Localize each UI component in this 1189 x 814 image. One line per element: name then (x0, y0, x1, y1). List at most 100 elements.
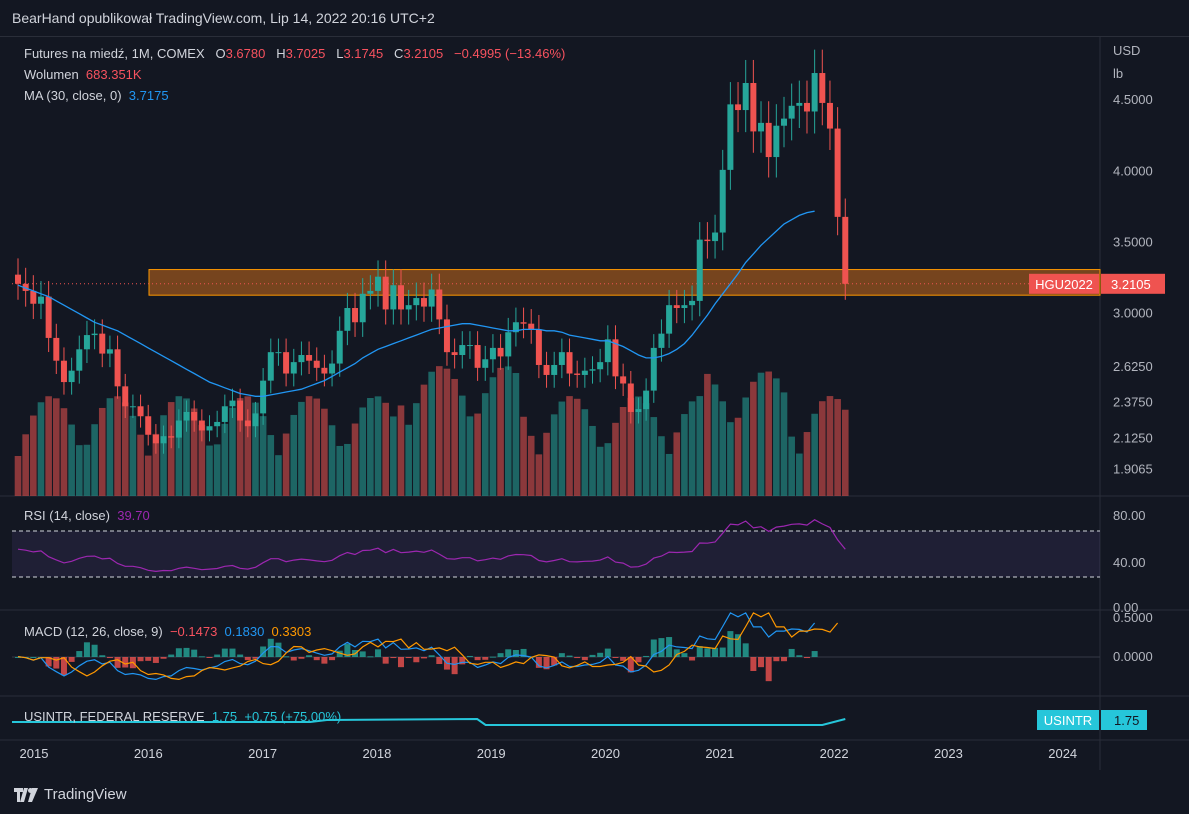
price-badge-bg (1101, 273, 1165, 294)
volume-bar (121, 402, 129, 496)
volume-bar (727, 422, 734, 496)
macd-histogram-bar (811, 651, 818, 657)
top-bar: BearHand opublikował TradingView.com, Li… (0, 0, 1189, 37)
macd-histogram-bar (512, 650, 519, 657)
macd-histogram-bar (712, 647, 719, 657)
volume-bar (704, 373, 711, 496)
time-tick-label: 2022 (820, 746, 849, 761)
volume-bar (167, 402, 175, 496)
volume-bar (596, 446, 604, 496)
volume-bar (558, 401, 566, 496)
volume-bar (390, 416, 397, 496)
volume-bar (819, 401, 826, 496)
macd-histogram-bar (420, 657, 427, 659)
macd-histogram-bar (145, 657, 152, 661)
macd-histogram-bar (489, 656, 496, 658)
tradingview-logo[interactable]: TradingView (14, 786, 127, 803)
ma-legend: MA (30, close, 0) 3.7175 (24, 88, 169, 103)
macd-pane (12, 612, 1100, 682)
ticker-badge-bg (1029, 273, 1099, 294)
macd-histogram-bar (689, 657, 696, 661)
macd-histogram-bar (30, 657, 37, 658)
candle-body (535, 329, 542, 365)
volume-bar (451, 378, 458, 496)
volume-bar (160, 415, 167, 496)
candle-body (681, 305, 688, 309)
candle-body (811, 73, 818, 112)
candle-body (344, 308, 351, 331)
volume-bar (512, 373, 520, 496)
candle-body (267, 352, 274, 381)
volume-bar (543, 432, 550, 496)
candle-body (30, 290, 37, 304)
volume-bar (573, 398, 581, 496)
candle-body (168, 436, 175, 438)
macd-histogram-bar (390, 657, 397, 659)
macd-histogram-bar (99, 655, 106, 657)
ma-line (17, 210, 815, 397)
volume-bar (190, 408, 198, 496)
macd-histogram-bar (168, 654, 175, 657)
volume-bar (757, 372, 765, 496)
candle-body (336, 330, 343, 364)
candle-body (482, 359, 489, 368)
macd-histogram-bar (765, 657, 772, 682)
macd-histogram-bar (359, 651, 366, 657)
macd-histogram-bar (214, 654, 221, 657)
volume-bar (742, 397, 749, 496)
candle-body (329, 363, 336, 374)
volume-bar (436, 366, 443, 496)
candle-body (589, 369, 596, 371)
volume-bar (696, 396, 704, 496)
volume-bar (206, 445, 213, 496)
volume-bar (635, 396, 642, 496)
macd-histogram-bar (758, 657, 765, 668)
volume-bar (382, 402, 389, 496)
macd-histogram-bar (727, 631, 734, 657)
volume-bar (68, 424, 75, 496)
time-tick-label: 2018 (362, 746, 391, 761)
macd-signal-line (17, 612, 839, 681)
candle-body (37, 296, 44, 304)
volume-bar (351, 423, 359, 496)
price-tick-label: 2.1250 (1113, 430, 1153, 445)
macd-legend: MACD (12, 26, close, 9) −0.1473 0.1830 0… (24, 624, 312, 639)
candle-body (260, 380, 267, 414)
candle-body (306, 355, 313, 361)
time-tick-label: 2015 (20, 746, 49, 761)
macd-histogram-bar (635, 657, 642, 663)
macd-histogram-bar (604, 648, 611, 657)
macd-histogram-bar (344, 644, 351, 657)
candle-body (735, 104, 742, 111)
macd-histogram-bar (413, 657, 420, 663)
candle-body (145, 416, 152, 435)
volume-bar (734, 417, 742, 496)
candle-body (137, 406, 144, 417)
volume-bar (458, 395, 466, 496)
macd-histogram-bar (137, 657, 144, 662)
ticker-badge-text: HGU2022 (1035, 277, 1093, 292)
macd-histogram-bar (459, 657, 466, 665)
time-tick-label: 2024 (1048, 746, 1077, 761)
candle-body (826, 102, 833, 129)
volume-bar (589, 425, 596, 496)
volume-bar (428, 371, 435, 496)
volume-bar (627, 397, 635, 496)
macd-histogram-bar (267, 638, 274, 657)
macd-histogram-bar (283, 656, 290, 658)
volume-bar (30, 415, 37, 496)
volume-bar (665, 453, 673, 496)
macd-histogram-bar (566, 655, 573, 657)
macd-histogram-bar (229, 648, 236, 657)
candle-body (712, 232, 719, 242)
macd-histogram-bar (45, 657, 52, 667)
volume-bar (106, 398, 114, 496)
macd-histogram-bar (244, 657, 251, 661)
volume-bar (290, 414, 298, 496)
candle-body (505, 332, 512, 357)
usintr-value-badge-bg (1101, 710, 1147, 730)
macd-histogram-bar (796, 655, 803, 657)
candle-body (474, 345, 481, 368)
candle-body (689, 300, 696, 306)
